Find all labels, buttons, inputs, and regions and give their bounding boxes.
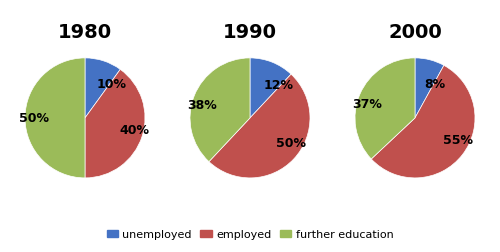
Text: 40%: 40% bbox=[119, 123, 149, 136]
Title: 1980: 1980 bbox=[58, 23, 112, 42]
Text: 50%: 50% bbox=[19, 112, 49, 125]
Wedge shape bbox=[250, 59, 291, 118]
Text: 55%: 55% bbox=[444, 134, 474, 147]
Text: 8%: 8% bbox=[424, 77, 445, 90]
Legend: unemployed, employed, further education: unemployed, employed, further education bbox=[102, 225, 398, 244]
Text: 12%: 12% bbox=[264, 79, 294, 91]
Wedge shape bbox=[355, 59, 415, 159]
Wedge shape bbox=[209, 75, 310, 178]
Wedge shape bbox=[85, 70, 145, 178]
Text: 38%: 38% bbox=[187, 99, 216, 112]
Wedge shape bbox=[25, 59, 85, 178]
Wedge shape bbox=[372, 66, 475, 178]
Wedge shape bbox=[85, 59, 120, 118]
Text: 50%: 50% bbox=[276, 137, 306, 149]
Wedge shape bbox=[190, 59, 250, 162]
Title: 2000: 2000 bbox=[388, 23, 442, 42]
Title: 1990: 1990 bbox=[223, 23, 277, 42]
Text: 37%: 37% bbox=[352, 98, 382, 111]
Text: 10%: 10% bbox=[96, 78, 126, 91]
Wedge shape bbox=[415, 59, 444, 118]
